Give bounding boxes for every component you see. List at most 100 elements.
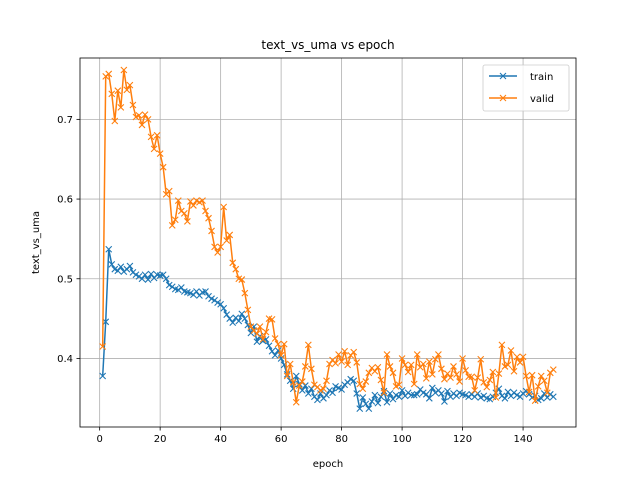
data-point-valid — [208, 227, 215, 235]
x-tick-label: 40 — [214, 434, 227, 445]
data-point-train — [126, 262, 134, 270]
data-point-valid — [480, 378, 488, 386]
data-point-valid — [241, 289, 249, 297]
data-point-train — [317, 390, 324, 397]
chart-title: text_vs_uma vs epoch — [261, 38, 394, 52]
data-point-valid — [459, 355, 466, 362]
data-point-valid — [540, 377, 548, 385]
data-point-valid — [111, 117, 119, 125]
data-point-valid — [422, 374, 430, 382]
series-layer — [99, 66, 557, 413]
data-point-train — [413, 390, 421, 398]
data-point-train — [368, 398, 376, 405]
data-point-valid — [217, 243, 225, 251]
data-point-valid — [519, 353, 527, 361]
data-point-valid — [141, 111, 149, 118]
data-point-train — [193, 288, 200, 295]
data-point-valid — [159, 163, 167, 171]
data-point-valid — [247, 323, 255, 330]
data-point-valid — [174, 197, 182, 205]
data-point-train — [117, 263, 125, 271]
data-point-valid — [350, 348, 358, 356]
data-point-valid — [238, 276, 246, 283]
data-point-valid — [183, 217, 191, 225]
data-point-valid — [187, 198, 194, 205]
data-point-train — [105, 245, 113, 253]
data-point-valid — [304, 341, 312, 349]
data-point-valid — [283, 372, 291, 380]
data-point-valid — [253, 330, 261, 338]
data-point-valid — [156, 150, 164, 158]
legend: train valid — [482, 64, 570, 112]
data-point-train — [428, 384, 436, 392]
data-point-valid — [135, 111, 143, 119]
data-point-valid — [301, 363, 309, 370]
data-point-train — [383, 398, 391, 406]
data-point-valid — [471, 386, 479, 394]
data-point-train — [350, 377, 358, 385]
data-point-valid — [404, 368, 412, 376]
y-tick-label: 0.4 — [57, 354, 73, 365]
data-point-valid — [359, 385, 367, 393]
data-point-valid — [447, 374, 454, 381]
data-point-valid — [190, 202, 197, 209]
data-point-valid — [144, 115, 152, 123]
data-point-valid — [534, 382, 542, 390]
data-point-valid — [286, 360, 294, 368]
data-point-train — [398, 386, 406, 394]
data-point-train — [144, 276, 152, 283]
data-point-train — [292, 372, 300, 380]
data-point-valid — [108, 90, 116, 98]
data-point-valid — [362, 378, 370, 385]
data-point-train — [220, 304, 228, 312]
data-point-valid — [202, 207, 209, 215]
data-point-train — [162, 275, 170, 283]
data-point-valid — [486, 376, 494, 384]
data-point-train — [389, 395, 397, 403]
data-point-train — [422, 390, 430, 398]
data-point-valid — [386, 363, 394, 370]
data-point-valid — [292, 398, 300, 406]
data-point-valid — [147, 133, 155, 141]
data-point-train — [444, 387, 451, 395]
data-point-train — [271, 351, 279, 359]
data-point-valid — [371, 367, 379, 375]
data-point-valid — [438, 365, 445, 373]
data-point-train — [307, 385, 315, 393]
data-point-valid — [398, 355, 406, 362]
data-point-valid — [220, 203, 228, 211]
data-point-valid — [522, 372, 530, 380]
data-point-valid — [214, 249, 221, 256]
data-point-train — [395, 393, 403, 401]
data-point-train — [323, 391, 330, 399]
data-point-train — [235, 317, 243, 325]
y-tick-label: 0.7 — [57, 115, 73, 126]
data-point-valid — [138, 121, 146, 129]
data-point-train — [298, 386, 306, 394]
data-point-valid — [153, 131, 161, 139]
data-point-valid — [232, 265, 240, 273]
data-point-valid — [205, 214, 212, 222]
data-point-train — [114, 267, 122, 275]
data-point-train — [338, 386, 345, 393]
data-point-valid — [244, 306, 252, 314]
data-point-train — [253, 338, 261, 346]
axis-ticks: 0 20 40 60 80 100 120 140 0.4 0.5 0.6 0.7 — [57, 115, 533, 445]
data-point-train — [268, 347, 276, 355]
data-point-valid — [549, 366, 557, 374]
legend-marker-train — [499, 72, 507, 80]
plot-frame — [79, 57, 577, 428]
data-point-valid — [99, 343, 107, 350]
data-point-valid — [262, 328, 270, 336]
data-point-valid — [323, 377, 330, 385]
data-point-valid — [335, 351, 342, 358]
data-point-valid — [498, 341, 506, 349]
data-point-valid — [507, 347, 515, 354]
data-point-valid — [171, 216, 179, 224]
data-point-valid — [383, 351, 391, 358]
data-point-valid — [441, 375, 448, 383]
data-point-valid — [320, 385, 327, 393]
data-point-valid — [338, 358, 345, 366]
data-point-train — [314, 396, 321, 404]
data-point-valid — [332, 359, 339, 367]
